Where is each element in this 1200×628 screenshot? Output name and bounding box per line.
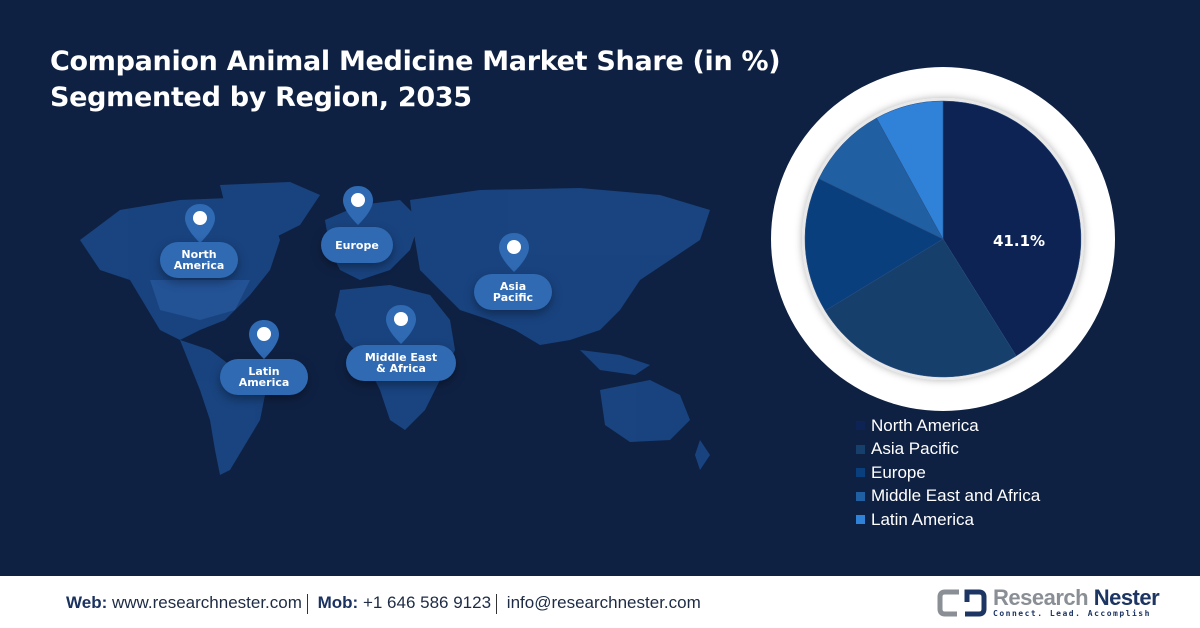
logo-tagline: Connect. Lead. Accomplish [993,609,1151,618]
location-pin-icon [249,320,279,359]
legend-label: Latin America [871,509,974,529]
region-label-asia-pacific: Asia Pacific [474,274,552,310]
pie-slice-north-america [942,100,1082,357]
region-label-text: & Africa [376,362,426,375]
pie-slice-latin-america [876,100,944,240]
website-link[interactable]: www.researchnester.com [111,593,302,612]
region-label-north-america: North America [160,242,238,278]
divider [306,593,308,614]
legend-item-asia-pacific: Asia Pacific [856,438,1040,462]
pie-chart [771,67,1115,411]
logo-mark-icon [937,589,987,616]
legend-item-latin-america: Latin America [856,508,1040,532]
region-label-text: America [173,259,225,272]
legend-label: Europe [871,462,926,482]
pie-slice-label-north-america: 41.1% [993,232,1046,250]
legend-item-europe: Europe [856,461,1040,485]
pie-slice-europe [804,178,944,312]
legend-label: Asia Pacific [871,439,959,459]
title-line-2: Segmented by Region, 2035 [50,82,472,113]
location-pin-icon [343,186,373,225]
region-label-text: Pacific [492,291,534,304]
phone-number[interactable]: +1 646 586 9123 [362,593,492,612]
title-line-1: Companion Animal Medicine Market Share (… [50,46,781,77]
location-pin-icon [499,233,529,272]
infographic-panel: Companion Animal Medicine Market Share (… [50,44,1115,532]
chart-title: Companion Animal Medicine Market Share (… [50,44,781,116]
region-label-text: North [181,248,217,261]
location-pin-icon [185,204,215,243]
web-label: Web: [66,593,108,612]
legend-swatch [856,444,865,454]
pie-slices [804,100,1082,378]
region-label-europe: Europe [321,227,393,263]
region-label-text: Middle East [364,351,438,364]
pie-slice-middle-east-and-africa [818,117,944,240]
legend-swatch [856,491,865,501]
footer: Web: www.researchnester.com Mob: +1 646 … [0,576,1200,628]
contact-info: Web: www.researchnester.com Mob: +1 646 … [66,593,701,614]
location-pin-icon [386,305,416,344]
logo-word-research: Research [993,585,1089,610]
mobile-label: Mob: [317,593,359,612]
legend-item-middle-east-africa: Middle East and Africa [856,485,1040,509]
legend-swatch [856,468,865,478]
legend-swatch [856,421,865,431]
legend-item-north-america: North America [856,414,1040,438]
pie-slice-asia-pacific [824,238,1017,378]
logo-word-nester: Nester [1093,585,1160,610]
legend-swatch [856,515,865,525]
region-label-text: America [238,376,290,389]
legend-label: North America [871,415,979,435]
region-label-text: Asia [499,280,527,293]
region-label-middle-east-africa: Middle East & Africa [346,345,456,381]
region-label-text: Europe [335,238,379,252]
chart-legend: North America Asia Pacific Europe Middle… [856,414,1040,532]
region-label-text: Latin [248,365,280,378]
region-label-latin-america: Latin America [220,359,308,395]
legend-label: Middle East and Africa [871,486,1041,506]
research-nester-logo[interactable]: Research Nester Connect. Lead. Accomplis… [937,585,1160,618]
email-link[interactable]: info@researchnester.com [506,593,701,612]
divider [496,593,498,614]
